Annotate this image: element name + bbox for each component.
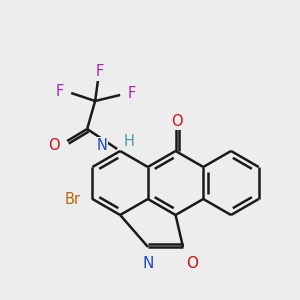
Text: Br: Br <box>64 191 80 206</box>
Text: Br: Br <box>64 191 80 206</box>
Text: F: F <box>96 64 104 80</box>
Text: N: N <box>142 256 154 271</box>
Text: H: H <box>123 134 134 148</box>
Text: O: O <box>186 256 198 271</box>
Text: O: O <box>171 113 182 128</box>
Text: N: N <box>96 139 107 154</box>
Text: O: O <box>49 137 60 152</box>
Text: F: F <box>56 83 64 98</box>
Text: F: F <box>127 85 135 100</box>
